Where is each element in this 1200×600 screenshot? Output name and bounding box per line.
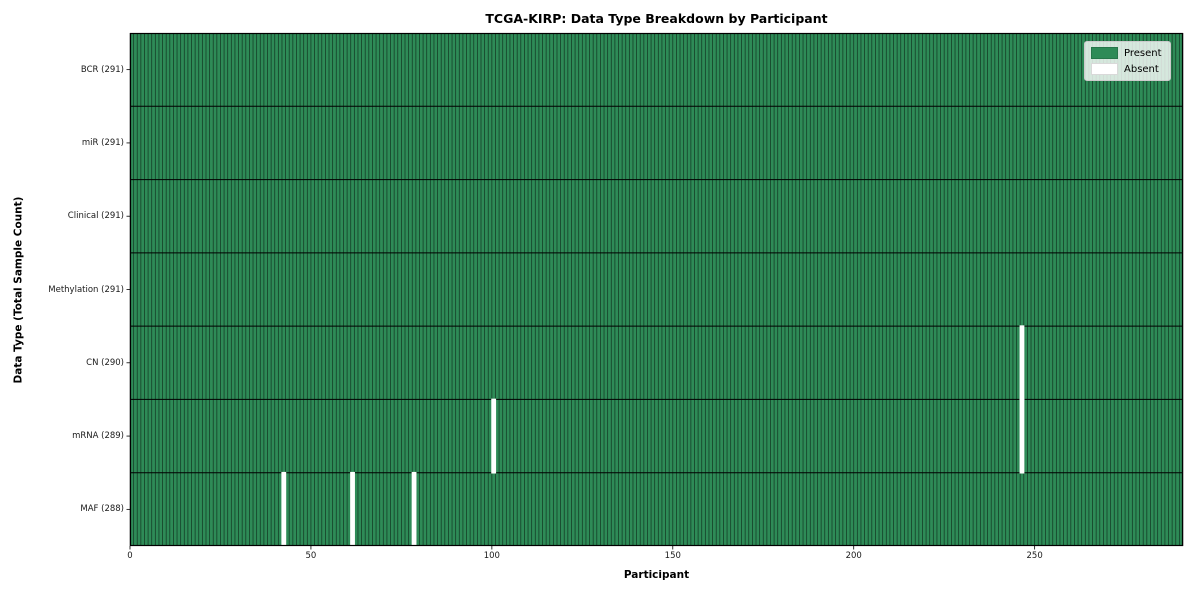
y-tick-label-mir: miR (291) [81, 137, 124, 148]
heatmap-canvas [126, 32, 1184, 550]
legend-label-present: Present [1124, 47, 1162, 59]
x-tick-label-200: 200 [845, 551, 862, 561]
y-tick-label-bcr: BCR (291) [80, 64, 124, 75]
legend-label-absent: Absent [1124, 63, 1159, 75]
x-tick-label-0: 0 [127, 551, 133, 561]
y-tick-label-mrna: mRNA (289) [72, 431, 124, 442]
legend-swatch-present-icon [1091, 47, 1118, 59]
x-axis-title: Participant [623, 569, 690, 581]
y-tick-label-methylation: Methylation (291) [48, 284, 124, 295]
legend-swatch-absent-icon [1091, 63, 1118, 75]
legend-item-absent: Absent [1091, 63, 1162, 75]
x-tick-label-150: 150 [664, 551, 681, 561]
y-tick-label-cn: CN (290) [86, 357, 124, 368]
heatmap-plot [126, 32, 1184, 550]
chart-title: TCGA-KIRP: Data Type Breakdown by Partic… [485, 11, 828, 26]
y-tick-label-maf: MAF (288) [80, 504, 124, 515]
x-tick-label-100: 100 [483, 551, 500, 561]
legend: Present Absent [1084, 41, 1171, 81]
x-tick-label-250: 250 [1026, 551, 1043, 561]
legend-item-present: Present [1091, 47, 1162, 59]
x-tick-label-50: 50 [305, 551, 317, 561]
y-axis-tick-labels: BCR (291) miR (291) Clinical (291) Methylat… [0, 0, 124, 600]
y-tick-label-clinical: Clinical (291) [67, 211, 124, 222]
